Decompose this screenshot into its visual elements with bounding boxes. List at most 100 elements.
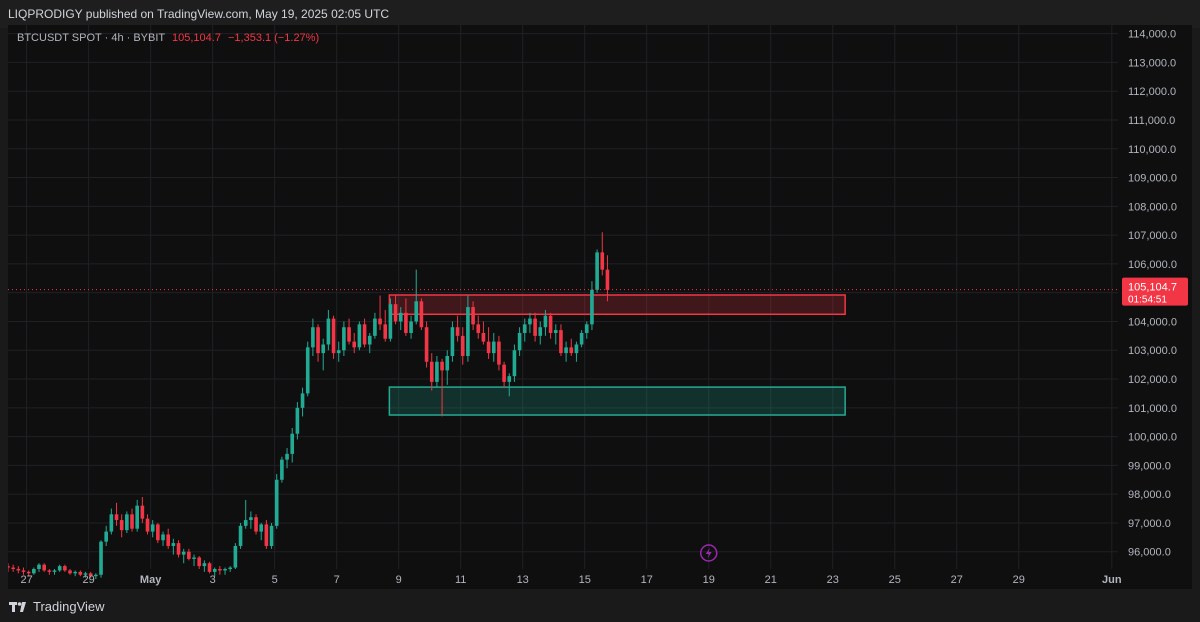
candle-body[interactable] (450, 327, 455, 357)
candle-body[interactable] (367, 335, 372, 345)
candle-body[interactable] (259, 524, 264, 532)
candle-body[interactable] (223, 569, 227, 571)
candle-body[interactable] (16, 569, 21, 571)
candle-body[interactable] (543, 315, 548, 328)
candle-body[interactable] (47, 570, 52, 572)
candle-body[interactable] (228, 567, 233, 569)
candle-body[interactable] (114, 514, 119, 521)
candle-body[interactable] (238, 525, 243, 546)
candle-body[interactable] (336, 350, 341, 354)
candle-body[interactable] (161, 534, 165, 541)
candle-body[interactable] (176, 543, 181, 555)
candle-body[interactable] (150, 524, 155, 532)
candle-body[interactable] (398, 312, 403, 322)
candle-body[interactable] (145, 518, 150, 532)
candle-body[interactable] (207, 563, 212, 572)
symbol-title[interactable]: BTCUSDT SPOT · 4h · BYBIT (17, 32, 165, 44)
support-zone[interactable] (388, 386, 846, 416)
candle-body[interactable] (300, 393, 305, 408)
candle-body[interactable] (130, 514, 134, 529)
candle-body[interactable] (429, 361, 434, 382)
candle-body[interactable] (476, 324, 481, 333)
candle-body[interactable] (243, 520, 248, 526)
candle-body[interactable] (63, 566, 67, 571)
candle-body[interactable] (37, 564, 41, 569)
candle-body[interactable] (538, 327, 543, 336)
candle-body[interactable] (569, 347, 574, 354)
candle-body[interactable] (471, 307, 475, 325)
candle-body[interactable] (94, 574, 98, 577)
candle-body[interactable] (553, 330, 558, 333)
candle-body[interactable] (440, 361, 444, 371)
candle-body[interactable] (305, 347, 310, 394)
candle-body[interactable] (414, 301, 419, 322)
candle-body[interactable] (104, 531, 108, 542)
candle-body[interactable] (212, 569, 217, 572)
candle-body[interactable] (497, 341, 501, 365)
candle-body[interactable] (383, 324, 388, 339)
candle-body[interactable] (342, 327, 346, 351)
candle-body[interactable] (584, 324, 589, 333)
candle-body[interactable] (290, 433, 295, 454)
candle-body[interactable] (156, 524, 160, 541)
candle-body[interactable] (491, 341, 496, 354)
candle-body[interactable] (357, 324, 362, 348)
candle-body[interactable] (285, 453, 289, 460)
candle-body[interactable] (595, 252, 599, 290)
candle-body[interactable] (274, 479, 279, 526)
candle-body[interactable] (140, 505, 145, 519)
price-chart[interactable]: 114,000.0 113,000.0 112,000.0 111,000.0 110,… (8, 25, 1192, 589)
candle-body[interactable] (481, 332, 486, 342)
candle-body[interactable] (249, 517, 253, 521)
candle-body[interactable] (460, 335, 465, 357)
candle-body[interactable] (32, 569, 36, 574)
candle-body[interactable] (528, 318, 532, 325)
resistance-zone[interactable] (388, 294, 846, 316)
candle-body[interactable] (378, 318, 382, 325)
chart-pane[interactable]: 114,000.0 113,000.0 112,000.0 111,000.0 110,… (8, 25, 1192, 589)
candle-body[interactable] (559, 330, 563, 354)
candle-body[interactable] (362, 324, 367, 345)
candle-body[interactable] (466, 307, 470, 357)
candle-body[interactable] (455, 327, 460, 336)
candle-body[interactable] (486, 341, 491, 354)
candle-body[interactable] (21, 570, 26, 572)
candle-body[interactable] (99, 541, 103, 575)
candle-body[interactable] (321, 344, 326, 354)
lightning-icon[interactable] (699, 544, 718, 562)
candle-body[interactable] (42, 564, 46, 571)
candle-body[interactable] (192, 557, 196, 559)
candle-body[interactable] (590, 289, 594, 325)
tradingview-brand[interactable]: TradingView (9, 599, 105, 614)
candle-body[interactable] (88, 573, 93, 577)
candle-body[interactable] (181, 551, 186, 555)
candle-body[interactable] (404, 312, 408, 333)
candle-body[interactable] (502, 364, 506, 382)
candle-body[interactable] (264, 524, 269, 546)
candle-body[interactable] (166, 534, 171, 546)
candle-body[interactable] (78, 571, 83, 575)
candle-body[interactable] (393, 304, 398, 322)
candle-body[interactable] (388, 304, 393, 339)
candle-body[interactable] (419, 301, 424, 328)
candle-body[interactable] (233, 545, 238, 568)
candle-body[interactable] (218, 569, 222, 571)
candle-body[interactable] (605, 269, 610, 290)
candle-body[interactable] (373, 318, 377, 336)
candle-body[interactable] (522, 324, 527, 333)
candle-body[interactable] (83, 573, 88, 575)
candle-body[interactable] (435, 361, 439, 382)
candle-body[interactable] (424, 327, 429, 362)
candle-body[interactable] (311, 327, 315, 348)
candle-body[interactable] (187, 551, 191, 559)
candle-body[interactable] (517, 332, 522, 351)
symbol-legend[interactable]: BTCUSDT SPOT · 4h · BYBIT 105,104.7 −1,3… (17, 32, 319, 44)
candle-body[interactable] (548, 315, 553, 333)
candle-body[interactable] (125, 514, 129, 531)
candle-body[interactable] (280, 459, 284, 480)
candle-body[interactable] (295, 407, 300, 434)
candle-body[interactable] (347, 327, 351, 342)
candle-body[interactable] (254, 517, 258, 532)
candle-body[interactable] (512, 350, 517, 377)
candle-body[interactable] (68, 570, 72, 574)
